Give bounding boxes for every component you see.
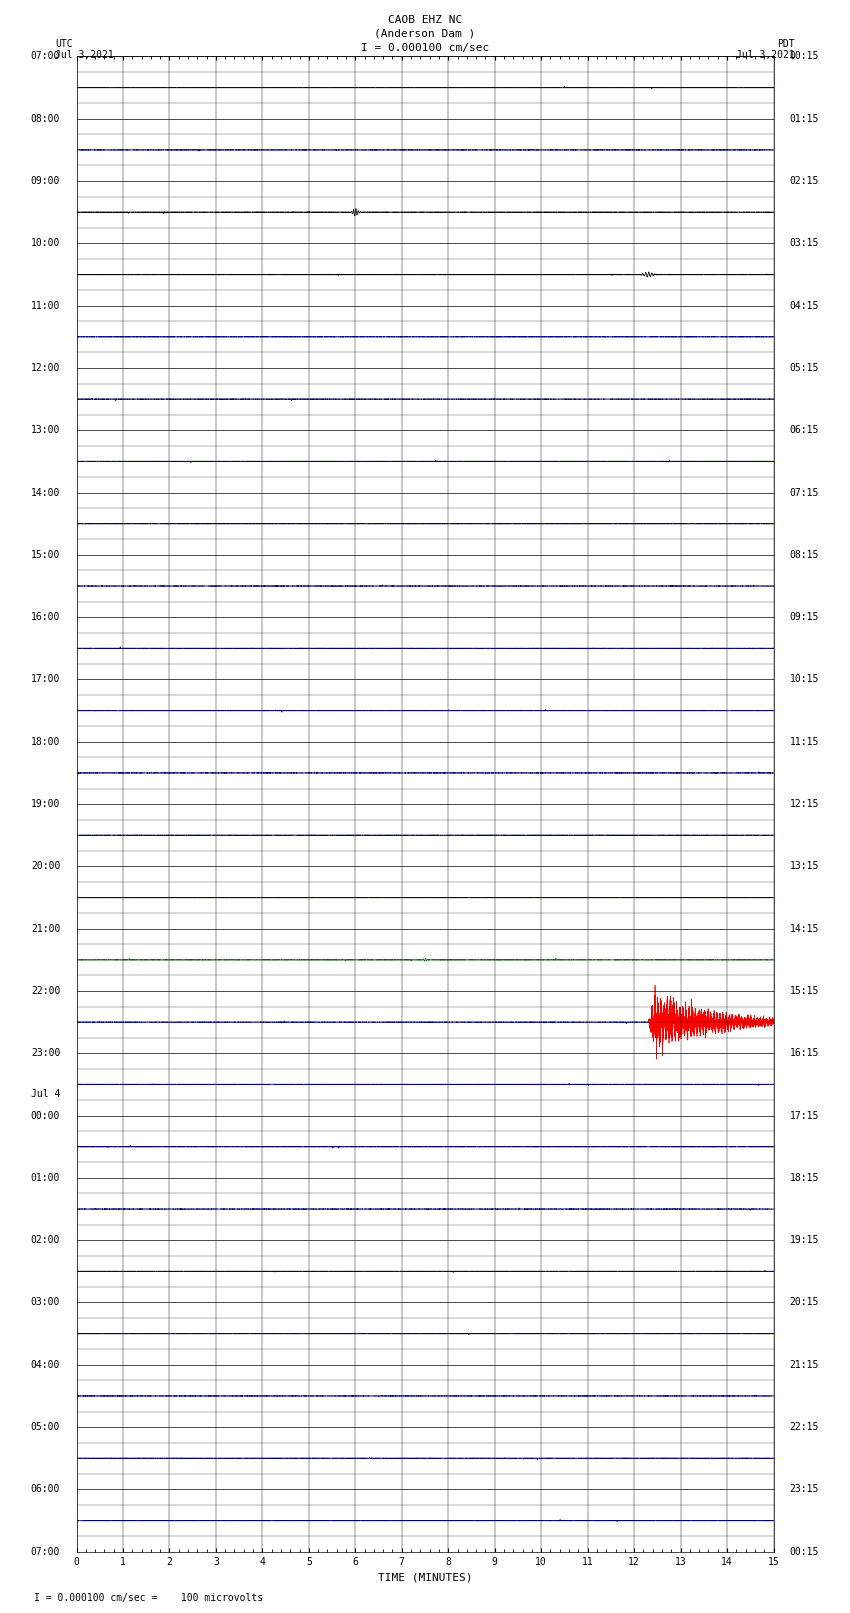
Text: 18:15: 18:15: [790, 1173, 819, 1182]
Title: CAOB EHZ NC
(Anderson Dam )
I = 0.000100 cm/sec: CAOB EHZ NC (Anderson Dam ) I = 0.000100…: [361, 15, 489, 53]
Text: 03:00: 03:00: [31, 1297, 60, 1308]
Text: 22:15: 22:15: [790, 1423, 819, 1432]
Text: 15:00: 15:00: [31, 550, 60, 560]
Text: PDT
Jul 3,2021: PDT Jul 3,2021: [736, 39, 795, 60]
Text: 01:00: 01:00: [31, 1173, 60, 1182]
Text: 08:15: 08:15: [790, 550, 819, 560]
Text: 01:15: 01:15: [790, 115, 819, 124]
Text: 18:00: 18:00: [31, 737, 60, 747]
Text: 04:00: 04:00: [31, 1360, 60, 1369]
Text: 08:00: 08:00: [31, 115, 60, 124]
Text: 11:15: 11:15: [790, 737, 819, 747]
Text: 14:00: 14:00: [31, 487, 60, 497]
Text: 20:00: 20:00: [31, 861, 60, 871]
Text: 16:15: 16:15: [790, 1048, 819, 1058]
Text: 21:15: 21:15: [790, 1360, 819, 1369]
Text: UTC
Jul 3,2021: UTC Jul 3,2021: [55, 39, 114, 60]
Text: 02:15: 02:15: [790, 176, 819, 185]
Text: Jul 4: Jul 4: [31, 1089, 60, 1098]
Text: 03:15: 03:15: [790, 239, 819, 248]
Text: 10:00: 10:00: [31, 239, 60, 248]
Text: 23:00: 23:00: [31, 1048, 60, 1058]
Text: 07:00: 07:00: [31, 52, 60, 61]
Text: 02:00: 02:00: [31, 1236, 60, 1245]
Text: 17:00: 17:00: [31, 674, 60, 684]
Text: 12:00: 12:00: [31, 363, 60, 373]
Text: 23:15: 23:15: [790, 1484, 819, 1494]
Text: 15:15: 15:15: [790, 986, 819, 995]
Text: 05:15: 05:15: [790, 363, 819, 373]
Text: 06:15: 06:15: [790, 426, 819, 436]
Text: 17:15: 17:15: [790, 1111, 819, 1121]
Text: I = 0.000100 cm/sec =    100 microvolts: I = 0.000100 cm/sec = 100 microvolts: [34, 1594, 264, 1603]
Text: 09:00: 09:00: [31, 176, 60, 185]
Text: 14:15: 14:15: [790, 924, 819, 934]
Text: 07:15: 07:15: [790, 487, 819, 497]
Text: 13:00: 13:00: [31, 426, 60, 436]
Text: 11:00: 11:00: [31, 300, 60, 311]
Text: 00:15: 00:15: [790, 1547, 819, 1557]
Text: 21:00: 21:00: [31, 924, 60, 934]
Text: 12:15: 12:15: [790, 798, 819, 810]
Text: 00:15: 00:15: [790, 52, 819, 61]
Text: 20:15: 20:15: [790, 1297, 819, 1308]
Text: 22:00: 22:00: [31, 986, 60, 995]
Text: 06:00: 06:00: [31, 1484, 60, 1494]
Text: 10:15: 10:15: [790, 674, 819, 684]
Text: 13:15: 13:15: [790, 861, 819, 871]
Text: 19:00: 19:00: [31, 798, 60, 810]
Text: 00:00: 00:00: [31, 1111, 60, 1121]
Text: 07:00: 07:00: [31, 1547, 60, 1557]
X-axis label: TIME (MINUTES): TIME (MINUTES): [377, 1573, 473, 1582]
Text: 09:15: 09:15: [790, 613, 819, 623]
Text: 19:15: 19:15: [790, 1236, 819, 1245]
Text: 05:00: 05:00: [31, 1423, 60, 1432]
Text: 04:15: 04:15: [790, 300, 819, 311]
Text: 16:00: 16:00: [31, 613, 60, 623]
